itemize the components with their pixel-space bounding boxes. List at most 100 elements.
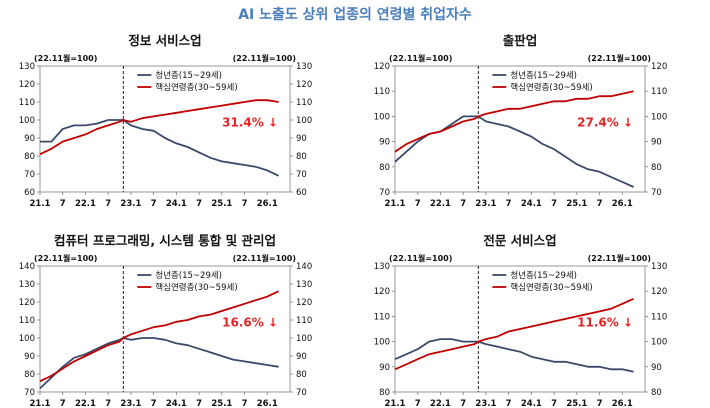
x-tick-label: 22.1	[430, 399, 451, 408]
y-tick-label-right: 80	[651, 163, 662, 173]
plot-frame	[39, 65, 291, 193]
x-tick-label: 7	[105, 399, 111, 408]
series-line-youth	[394, 338, 634, 373]
y-tick-label: 130	[374, 262, 390, 272]
x-tick-label: 7	[105, 199, 111, 208]
y-tick-label-right: 120	[296, 298, 312, 308]
y-tick-label-right: 110	[651, 87, 667, 97]
x-tick-label: 21.1	[30, 199, 51, 208]
y-tick-label: 120	[374, 62, 390, 72]
chart-svg: 컴퓨터 프로그래밍, 시스템 통합 및 관리업 (22.11월=100) (22.1…	[19, 233, 312, 408]
y-tick-label-right: 90	[296, 352, 307, 362]
y-tick-label: 100	[19, 334, 35, 344]
y-tick-label: 90	[379, 138, 390, 148]
x-tick-label: 7	[415, 399, 421, 408]
decline-annotation: 27.4% ↓	[577, 116, 633, 130]
y-tick-label: 120	[374, 287, 390, 297]
x-tick-label: 22.1	[75, 399, 96, 408]
series-line-core	[394, 90, 634, 153]
y-tick-label-right: 110	[296, 98, 312, 108]
y-tick-label: 130	[19, 62, 35, 72]
series-line-core	[39, 99, 279, 156]
x-tick-label: 7	[506, 199, 512, 208]
series-line-core	[394, 297, 634, 371]
chart-panel-computer-programming: 컴퓨터 프로그래밍, 시스템 통합 및 관리업 (22.11월=100) (22.1…	[0, 212, 355, 408]
legend-label: 청년층(15~29세)	[510, 270, 577, 281]
chart-svg: 전문 서비스업 (22.11월=100) (22.11월=100) 80 80 90 90 1…	[374, 233, 667, 408]
x-tick-label: 26.1	[257, 199, 278, 208]
y-tick-label-right: 80	[296, 152, 307, 162]
y-tick-label: 90	[379, 363, 390, 373]
plot-frame	[394, 265, 646, 393]
x-tick-label: 25.1	[566, 199, 587, 208]
x-tick-label: 7	[597, 199, 603, 208]
y-tick-label-right: 100	[651, 112, 667, 122]
unit-label-right: (22.11월=100)	[588, 253, 651, 263]
y-tick-label-right: 120	[296, 80, 312, 90]
y-tick-label-right: 90	[651, 363, 662, 373]
x-tick-label: 25.1	[566, 399, 587, 408]
y-tick-label: 120	[19, 298, 35, 308]
x-tick-label: 24.1	[521, 399, 542, 408]
x-tick-label: 21.1	[385, 199, 406, 208]
y-tick-label: 80	[24, 152, 35, 162]
legend-label: 청년층(15~29세)	[510, 70, 577, 81]
x-tick-label: 23.1	[475, 199, 496, 208]
x-tick-label: 25.1	[211, 399, 232, 408]
x-tick-label: 25.1	[211, 199, 232, 208]
chart-panel-publishing: 출판업 (22.11월=100) (22.11월=100) 70 70 80 80 90 90 1…	[355, 12, 710, 208]
x-tick-label: 7	[196, 399, 202, 408]
y-tick-label: 110	[374, 312, 390, 322]
x-tick-label: 24.1	[521, 199, 542, 208]
x-tick-label: 23.1	[120, 399, 141, 408]
y-tick-label-right: 60	[296, 188, 307, 198]
y-tick-label: 100	[19, 116, 35, 126]
y-tick-label: 130	[19, 280, 35, 290]
y-tick-label: 60	[24, 188, 35, 198]
y-tick-label: 80	[379, 388, 390, 398]
y-tick-label: 110	[19, 98, 35, 108]
x-tick-label: 7	[242, 199, 248, 208]
y-tick-label-right: 130	[651, 262, 667, 272]
y-tick-label: 140	[19, 262, 35, 272]
x-tick-label: 7	[460, 399, 466, 408]
y-tick-label-right: 80	[651, 388, 662, 398]
y-tick-label-right: 70	[296, 388, 307, 398]
decline-annotation: 31.4% ↓	[222, 116, 278, 130]
y-tick-label: 90	[24, 134, 35, 144]
decline-annotation: 16.6% ↓	[222, 316, 278, 330]
y-tick-label-right: 70	[296, 170, 307, 180]
plot-frame	[394, 65, 646, 193]
y-tick-label-right: 80	[296, 370, 307, 380]
y-tick-label-right: 120	[651, 62, 667, 72]
x-tick-label: 21.1	[385, 399, 406, 408]
plot-frame	[39, 265, 291, 393]
y-tick-label-right: 90	[651, 138, 662, 148]
x-tick-label: 7	[551, 399, 557, 408]
x-tick-label: 26.1	[612, 199, 633, 208]
y-tick-label: 70	[379, 188, 390, 198]
y-tick-label-right: 70	[651, 188, 662, 198]
y-tick-label: 70	[24, 170, 35, 180]
unit-label-left: (22.11월=100)	[34, 53, 97, 63]
chart-title: 전문 서비스업	[483, 233, 556, 248]
page-title: AI 노출도 상위 업종의 연령별 취업자수	[238, 7, 472, 23]
y-tick-label: 80	[24, 370, 35, 380]
unit-label-left: (22.11월=100)	[34, 253, 97, 263]
y-tick-label-right: 110	[296, 316, 312, 326]
y-tick-label-right: 100	[651, 338, 667, 348]
y-tick-label-right: 100	[296, 116, 312, 126]
chart-panel-professional-services: 전문 서비스업 (22.11월=100) (22.11월=100) 80 80 90 90 1…	[355, 212, 710, 408]
x-tick-label: 24.1	[166, 199, 187, 208]
chart-svg: 출판업 (22.11월=100) (22.11월=100) 70 70 80 80 90 90 1…	[374, 33, 667, 208]
legend-label: 핵심연령층(30~59세)	[510, 82, 592, 93]
x-tick-label: 26.1	[612, 399, 633, 408]
y-tick-label: 110	[19, 316, 35, 326]
unit-label-right: (22.11월=100)	[588, 53, 651, 63]
series-line-youth	[40, 119, 279, 177]
x-tick-label: 7	[151, 199, 157, 208]
x-tick-label: 23.1	[120, 199, 141, 208]
x-tick-label: 7	[460, 199, 466, 208]
y-tick-label-right: 100	[296, 334, 312, 344]
x-tick-label: 7	[60, 199, 66, 208]
